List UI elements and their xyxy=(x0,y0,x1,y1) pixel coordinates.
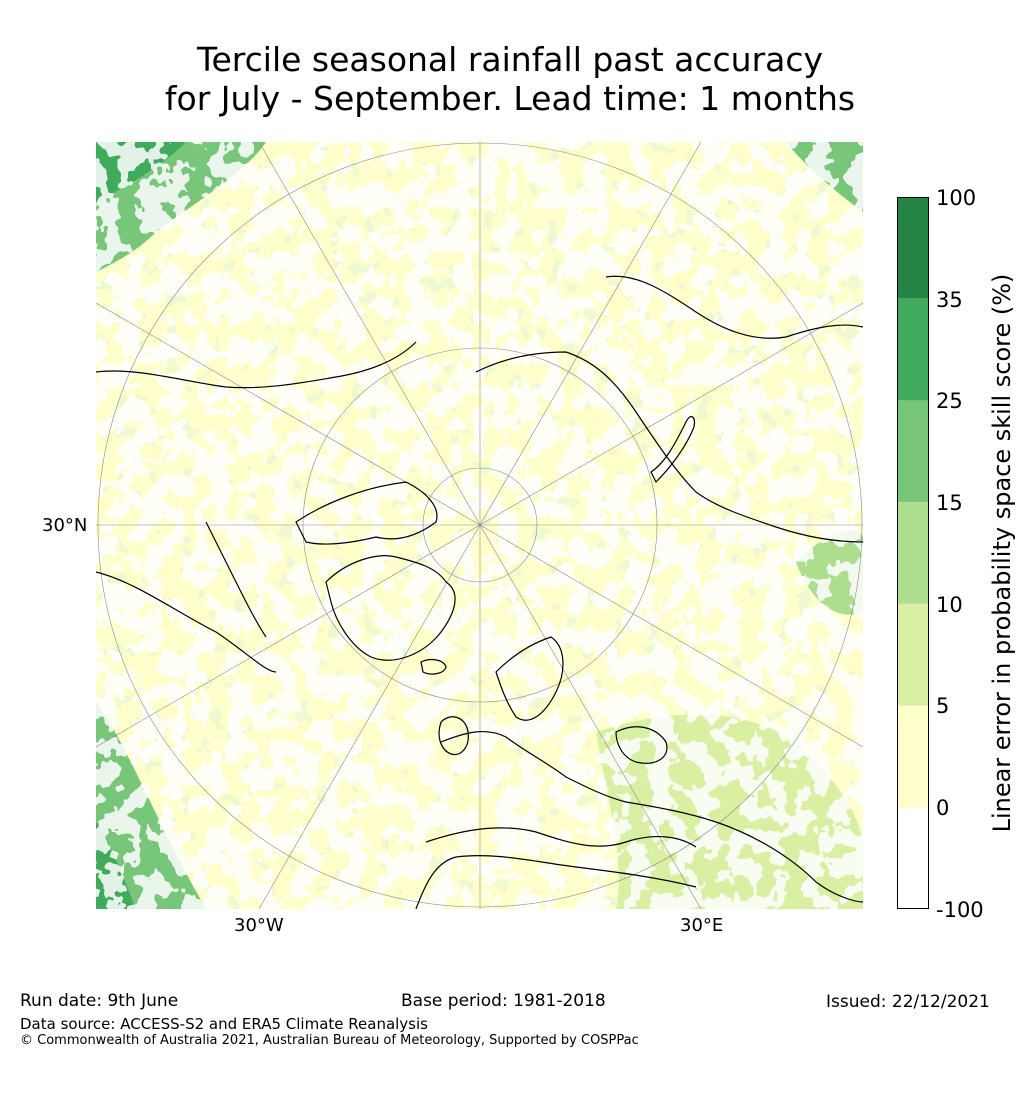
coast-greenland xyxy=(325,555,456,661)
colorbar-segment xyxy=(897,400,929,503)
coast-mediterranean xyxy=(425,827,697,848)
coast-siberia xyxy=(475,351,863,543)
chart-title-line1: Tercile seasonal rainfall past accuracy xyxy=(196,40,824,79)
issued-date: Issued: 22/12/2021 xyxy=(826,992,990,1012)
coast-russia-north xyxy=(605,275,863,339)
colorbar-tick: 0 xyxy=(936,796,950,820)
base-period: Base period: 1981-2018 xyxy=(401,991,606,1011)
copyright: © Commonwealth of Australia 2021, Austra… xyxy=(20,1033,639,1048)
colorbar-segment xyxy=(897,705,929,808)
colorbar-tick: 5 xyxy=(936,694,950,718)
coast-africa xyxy=(415,855,697,909)
lon-label-30e: 30°E xyxy=(680,915,724,936)
coast-canada-arctic xyxy=(295,481,438,545)
colorbar-title: Linear error in probability space skill … xyxy=(988,273,1016,833)
colorbar-segment xyxy=(897,603,929,706)
colorbar-segment xyxy=(897,298,929,401)
colorbar-segment xyxy=(897,502,929,604)
colorbar-tick: 15 xyxy=(936,491,963,515)
coast-north-america xyxy=(96,341,417,673)
coast-novaya-zemlya xyxy=(650,415,696,483)
colorbar-tick: 100 xyxy=(936,186,977,210)
data-source: Data source: ACCESS-S2 and ERA5 Climate … xyxy=(20,1015,428,1033)
polar-map xyxy=(96,142,863,909)
colorbar-tick: 25 xyxy=(936,389,963,413)
colorbar-tick: 35 xyxy=(936,288,963,312)
colorbar-border xyxy=(897,197,929,909)
chart-title-line2: for July - September. Lead time: 1 month… xyxy=(164,79,856,118)
coast-iceland xyxy=(420,658,447,675)
coast-black-caspian xyxy=(615,726,668,764)
colorbar-segment xyxy=(897,197,929,299)
run-date: Run date: 9th June xyxy=(20,991,179,1011)
coast-uk xyxy=(438,716,469,756)
colorbar xyxy=(897,197,929,909)
lat-label-30n: 30°N xyxy=(42,515,88,536)
coast-scandinavia xyxy=(495,636,564,721)
colorbar-tick: -100 xyxy=(936,898,984,922)
colorbar-segment xyxy=(897,807,929,909)
colorbar-tick: 10 xyxy=(936,593,963,617)
lon-label-30w: 30°W xyxy=(234,915,284,936)
coastlines xyxy=(96,275,863,909)
coast-hudson xyxy=(205,521,267,638)
coast-europe xyxy=(440,731,863,903)
